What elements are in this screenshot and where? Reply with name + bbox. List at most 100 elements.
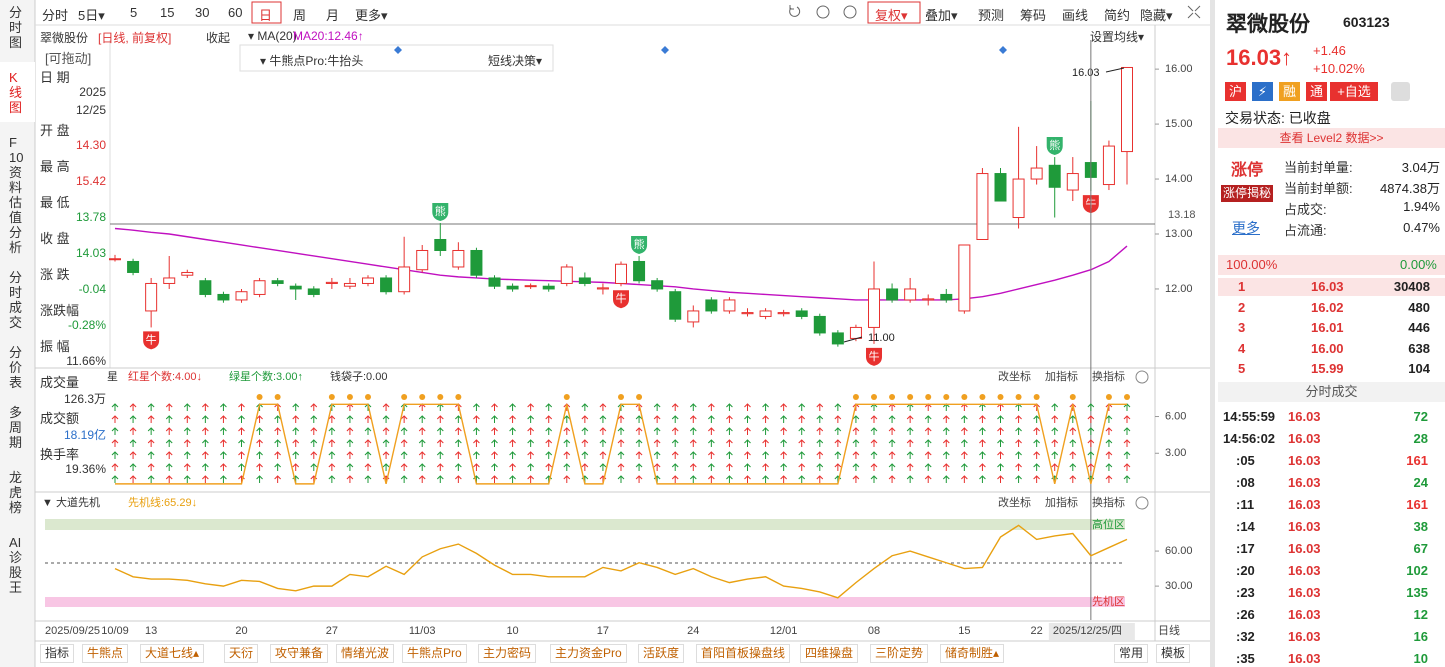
bull-badge [613,290,629,309]
panel-tool[interactable]: 换指标 [1092,369,1125,383]
nav-item[interactable]: F10资料 [9,135,24,195]
undo-icon[interactable] [789,5,801,17]
seal-label: 占流通: [1284,223,1327,238]
level2-link[interactable]: 查看 Level2 数据>> [1218,128,1445,148]
toolbar-item[interactable]: 画线 [1062,8,1089,23]
book-level: 4 [1238,340,1246,356]
panel-tool[interactable]: 加指标 [1045,369,1078,383]
toolbar-item[interactable]: 更多▾ [355,8,388,23]
nav-item[interactable]: K线图 [9,70,23,115]
toolbar-item[interactable]: 60 [228,5,243,20]
toolbar-item[interactable]: 5日▾ [78,8,105,23]
candle-body [705,299,718,312]
panel-tool[interactable]: 改坐标 [998,495,1031,509]
nav-item[interactable]: 分价表 [9,345,23,390]
star-icon [527,427,534,435]
tab[interactable]: 储奇制胜▴ [940,644,1005,663]
star-icon [1123,475,1131,483]
star-icon [1123,415,1131,423]
fullscreen-icon[interactable] [1187,5,1201,19]
legend-item[interactable]: 设置均线▾ [1090,30,1145,44]
panel-tool[interactable]: 加指标 [1045,495,1078,509]
nav-item[interactable]: 龙虎榜 [9,470,23,515]
zoom-out-icon[interactable] [843,5,857,19]
star-icon [924,439,932,447]
star-icon [436,463,444,471]
star-icon [671,463,679,471]
star-icon [1123,403,1131,411]
star-icon [744,427,751,435]
star-icon [888,403,896,411]
tab[interactable]: 主力密码 [478,644,537,663]
toolbar-item[interactable]: 叠加▾ [925,8,958,23]
tab[interactable]: 攻守兼备 [270,644,329,663]
candle-body [596,287,609,290]
star-icon [256,463,263,471]
toolbar-item[interactable]: 30 [195,5,210,20]
star-icon [961,439,968,447]
tab[interactable]: 牛熊点Pro [402,644,467,663]
star-icon [726,439,733,447]
bell-icon[interactable] [1391,82,1410,101]
star-icon [238,439,245,447]
star-icon [708,415,715,423]
star-icon [400,439,408,447]
zoom-in-icon[interactable] [816,5,830,19]
star-icon [1123,451,1131,459]
star-icon [924,427,932,435]
tab[interactable]: 大道七线▴ [140,644,205,663]
legend-item[interactable]: 短线决策▾ [488,54,543,68]
toolbar-item[interactable]: 周 [293,8,307,23]
star-icon [111,415,119,423]
seal-value: 4874.38万 [1380,181,1440,196]
limit-reveal[interactable]: 涨停揭秘 [1221,185,1273,202]
toolbar-item[interactable]: 简约 [1104,8,1131,23]
stock-tag[interactable]: 通 [1306,82,1327,101]
toolbar-item[interactable]: 日 [259,8,273,23]
panel-tool[interactable]: 改坐标 [998,369,1031,383]
nav-item[interactable]: 多周期 [9,405,23,450]
tab[interactable]: 首阳首板操盘线 [696,644,791,663]
tab[interactable]: 主力资金Pro [550,644,627,663]
nav-item[interactable]: AI诊股王 [9,535,23,595]
nav-item[interactable]: 分时图 [9,5,23,50]
info-drag[interactable]: [可拖动] [45,51,92,66]
panel-tool[interactable]: 换指标 [1092,495,1125,509]
star-icon [852,427,860,435]
star-icon [147,451,155,459]
stock-tag[interactable]: 融 [1279,82,1300,101]
toolbar-item[interactable]: 复权▾ [875,8,908,23]
panel-close[interactable] [1135,496,1149,510]
nav-item[interactable]: 估值分析 [9,195,23,255]
tab[interactable]: 模板 [1156,644,1191,663]
star-icon [292,415,300,423]
panel-close[interactable] [1135,370,1149,384]
star-icon [491,463,498,471]
toolbar-item[interactable]: 15 [160,5,175,20]
star-icon [111,403,119,411]
tab[interactable]: 天衍 [224,644,259,663]
star-icon [1123,439,1131,447]
tab[interactable]: 三阶定势 [870,644,929,663]
tab[interactable]: 牛熊点 [82,644,129,663]
toolbar-item[interactable]: 分时 [42,8,69,23]
toolbar-item[interactable]: 隐藏▾ [1140,8,1173,23]
toolbar-item[interactable]: 预测 [978,8,1005,23]
toolbar-item[interactable]: 月 [326,8,340,23]
trade-price: 16.03 [1288,409,1321,424]
star-icon [455,415,462,423]
toolbar-item[interactable]: 5 [130,5,138,20]
toolbar-item[interactable]: 筹码 [1020,8,1047,23]
stock-tag[interactable]: 沪 [1225,82,1246,101]
stock-tag[interactable]: ⚡ [1252,82,1273,101]
tab[interactable]: 情绪光波 [336,644,395,663]
watch-button[interactable]: +自选 [1330,82,1378,101]
trade-volume: 10 [1413,651,1428,666]
legend-item[interactable]: 收起 [206,31,231,45]
tab[interactable]: 四维操盘 [800,644,859,663]
tab[interactable]: 活跃度 [638,644,685,663]
more-link[interactable]: 更多 [1232,220,1260,236]
nav-item[interactable]: 分时成交 [9,270,23,330]
tab[interactable]: 指标 [40,644,75,663]
tab[interactable]: 常用 [1114,644,1149,663]
